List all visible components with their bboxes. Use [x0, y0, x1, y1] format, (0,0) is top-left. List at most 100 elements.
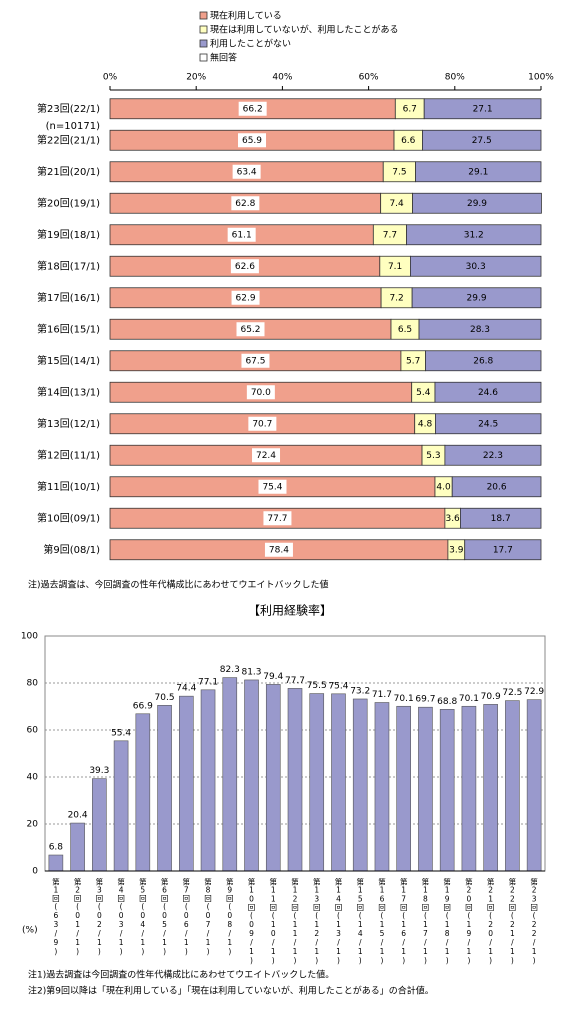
bar — [222, 677, 238, 872]
data-label: 6.7 — [403, 104, 417, 114]
bar — [418, 706, 433, 872]
y-unit: (%) — [22, 926, 38, 936]
legend-swatch — [199, 53, 208, 62]
data-label: 74.4 — [176, 684, 196, 694]
chart-title: 【利用経験率】 — [248, 603, 332, 618]
bar — [483, 704, 498, 872]
data-label: 29.9 — [467, 199, 487, 209]
data-label: 20.4 — [68, 811, 88, 821]
x-tick-label: 第13回(12/1) — [312, 877, 321, 965]
data-label: 7.2 — [389, 293, 403, 303]
bar — [70, 822, 85, 872]
bar-segment — [412, 192, 542, 214]
data-label: 72.5 — [502, 688, 522, 698]
data-label: 81.3 — [241, 667, 261, 677]
data-label: 78.4 — [269, 545, 289, 555]
data-label: 31.2 — [464, 230, 484, 240]
x-tick-label: 第23回(22/1) — [529, 877, 538, 965]
bar-segment — [410, 255, 542, 277]
data-label: 6.5 — [398, 325, 412, 335]
bar — [92, 778, 107, 872]
data-label: 70.0 — [251, 388, 271, 398]
data-label: 24.5 — [478, 419, 498, 429]
bar — [505, 700, 520, 872]
data-label: 65.9 — [242, 136, 262, 146]
data-label: 4.0 — [436, 482, 451, 492]
y-tick-label: 第20回(19/1) — [37, 196, 100, 209]
data-label: 62.9 — [236, 293, 256, 303]
x-tick-label: 第14回(13/1) — [334, 877, 343, 965]
sample-size: (n=10171) — [46, 121, 100, 132]
data-label: 20.6 — [487, 482, 507, 492]
legend-label: 現在利用している — [210, 10, 282, 22]
data-label: 77.7 — [285, 676, 305, 686]
data-label: 71.7 — [372, 690, 392, 700]
bar — [244, 679, 259, 872]
x-tick-label: 100% — [528, 73, 554, 83]
data-label: 77.7 — [267, 514, 287, 524]
data-label: 24.6 — [478, 388, 498, 398]
data-label: 62.8 — [235, 199, 255, 209]
legend-label: 現在は利用していないが、利用したことがある — [210, 24, 399, 36]
data-label: 66.2 — [243, 104, 263, 114]
bar — [265, 684, 281, 872]
bar — [135, 713, 151, 872]
bar — [439, 709, 455, 872]
bar — [374, 702, 390, 872]
x-tick-label: 第19回(18/1) — [442, 877, 451, 965]
x-tick-label: 第20回(19/1) — [464, 877, 473, 965]
data-label: 7.5 — [392, 167, 406, 177]
y-tick-label: 第15回(14/1) — [37, 354, 100, 367]
y-tick-label: 第13回(12/1) — [37, 417, 100, 430]
x-tick-label: 60% — [359, 73, 379, 83]
data-label: 22.3 — [483, 451, 503, 461]
bar — [309, 693, 325, 872]
y-tick-label: 20 — [27, 820, 39, 830]
data-label: 69.7 — [415, 695, 435, 705]
bar-segment — [425, 350, 542, 372]
y-tick-label: 第17回(16/1) — [37, 291, 100, 304]
bar-segment — [423, 98, 542, 120]
x-tick-label: 第3回(02/1) — [95, 877, 104, 956]
note: 注)過去調査は、今回調査の性年代構成比にあわせてウエイトバックした値 — [28, 579, 329, 591]
data-label: 3.9 — [449, 545, 464, 555]
x-tick-label: 第1回(63/9) — [51, 877, 60, 956]
label-bg — [230, 259, 259, 274]
y-tick-label: 0 — [32, 867, 38, 877]
bar — [200, 689, 216, 872]
bar — [352, 698, 368, 872]
data-label: 55.4 — [111, 728, 131, 738]
x-tick-label: 第6回(05/1) — [160, 877, 169, 956]
data-label: 70.9 — [481, 692, 501, 702]
y-tick-label: 第21回(20/1) — [37, 165, 100, 178]
y-tick-label: 第9回(08/1) — [43, 543, 100, 556]
y-tick-label: 第19回(18/1) — [37, 228, 100, 241]
bar-segment — [411, 287, 542, 309]
data-label: 75.4 — [262, 482, 282, 492]
data-label: 75.5 — [307, 681, 327, 691]
x-tick-label: 第5回(04/1) — [138, 877, 147, 956]
label-bg — [236, 322, 265, 337]
data-label: 70.1 — [459, 694, 479, 704]
x-tick-label: 第18回(17/1) — [421, 877, 430, 965]
x-tick-label: 第4回(03/1) — [116, 877, 125, 956]
bar — [287, 688, 303, 872]
bar-segment — [444, 444, 542, 466]
legend-swatch — [199, 11, 208, 20]
label-bg — [264, 542, 293, 557]
x-tick-label: 第9回(08/1) — [225, 877, 234, 956]
y-tick-label: 100 — [21, 632, 38, 642]
label-bg — [238, 101, 267, 116]
y-tick-label: 第14回(13/1) — [37, 385, 100, 398]
bar-segment — [422, 129, 542, 151]
data-label: 70.5 — [155, 693, 175, 703]
bar — [461, 705, 477, 872]
data-label: 18.7 — [491, 514, 511, 524]
x-tick-label: 第11回(10/1) — [269, 877, 278, 965]
data-label: 67.5 — [245, 356, 265, 366]
x-tick-label: 第16回(15/1) — [377, 877, 386, 965]
label-bg — [231, 196, 260, 211]
data-label: 4.8 — [418, 419, 433, 429]
x-tick-label: 第7回(06/1) — [182, 877, 191, 956]
